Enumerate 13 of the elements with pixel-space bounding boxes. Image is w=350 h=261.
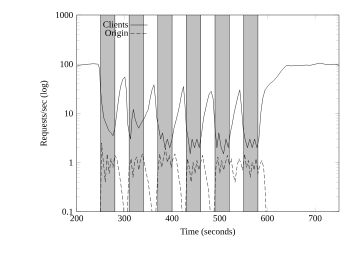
- x-tick-label: 500: [214, 215, 226, 222]
- x-tick-label: 600: [261, 215, 274, 222]
- x-tick-label: 700: [309, 215, 322, 222]
- y-tick-label: 0.1: [62, 208, 73, 215]
- x-tick-label: 400: [166, 215, 178, 222]
- x-tick-label: 200: [70, 215, 84, 222]
- x-axis-title: Time (seconds): [180, 228, 236, 236]
- y-tick-label: 10: [64, 110, 73, 116]
- x-tick-label: 300: [118, 215, 131, 222]
- y-tick-label: 100: [60, 61, 73, 68]
- y-axis-title: Requests/sec (log): [40, 80, 48, 146]
- y-tick-label: 1: [69, 160, 73, 166]
- y-tick-label: 1000: [56, 12, 73, 18]
